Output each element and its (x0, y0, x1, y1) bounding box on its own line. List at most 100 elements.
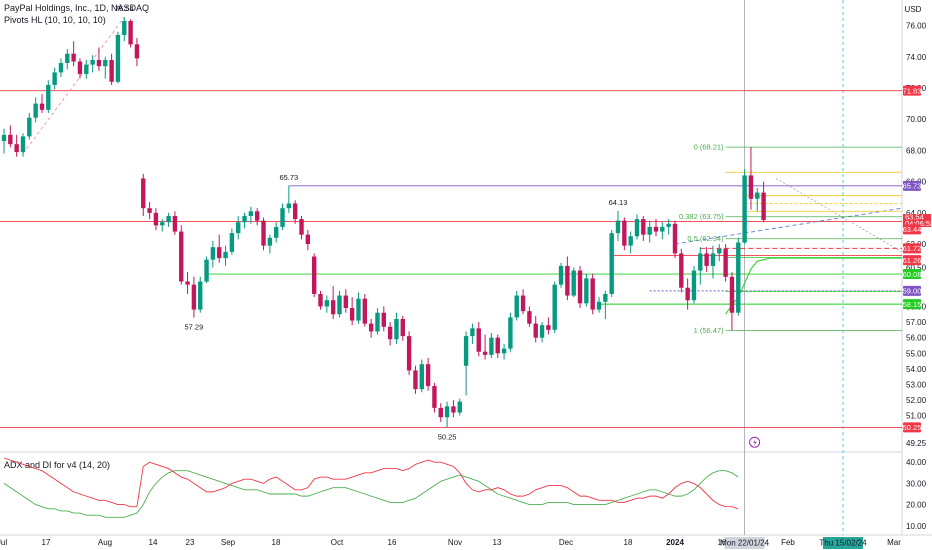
candle-body-92 (584, 278, 589, 304)
time-tick-10: 13 (493, 538, 502, 547)
candle-body-72 (457, 401, 462, 413)
price-tick-16: 51.00 (906, 412, 927, 421)
fib-label-f1: 1 (56.47) (694, 326, 725, 335)
candle-body-108 (685, 287, 690, 301)
candle-body-111 (704, 253, 709, 266)
time-tick-8: 16 (388, 538, 397, 547)
candle-body-7 (46, 84, 51, 110)
time-tick-6: 18 (272, 538, 281, 547)
candle-body-119 (755, 192, 760, 199)
candle-body-64 (406, 336, 412, 371)
candle-body-79 (501, 348, 507, 354)
indicator-tick-1: 30.00 (906, 479, 927, 488)
chart-title: PayPal Holdings, Inc., 1D, NASDAQ (4, 3, 150, 13)
candle-body-101 (641, 219, 646, 235)
candle-body-63 (400, 318, 405, 337)
candle-body-65 (413, 370, 418, 390)
candle-body-107 (679, 253, 684, 288)
candle-body-81 (514, 295, 519, 318)
candle-body-112 (710, 253, 716, 266)
candle-body-110 (698, 253, 703, 271)
tag-6172: 61.72 (903, 244, 922, 253)
candle-body-40 (255, 211, 260, 221)
candle-body-12 (77, 61, 83, 74)
tag-6008: 60.08 (903, 270, 922, 279)
candle-body-47 (299, 219, 304, 235)
tag-5025: 50.25 (903, 423, 922, 432)
pivot-label-p5025: 50.25 (438, 432, 457, 441)
time-tick-14: 16 (718, 538, 727, 547)
candle-body-39 (248, 211, 254, 216)
candle-body-35 (223, 251, 228, 259)
candle-body-44 (280, 208, 285, 227)
tag-7183-bg (903, 85, 921, 96)
candle-body-83 (527, 311, 532, 324)
candle-body-84 (533, 323, 538, 338)
current-price-bg (903, 214, 931, 228)
candle-body-105 (666, 223, 671, 227)
price-tick-4: 68.00 (906, 146, 927, 155)
candle-body-49 (311, 256, 317, 294)
time-tick-9: Nov (448, 538, 462, 547)
candle-body-3 (20, 136, 26, 152)
time-tick-11: Dec (559, 538, 573, 547)
time-tick-4: 23 (186, 538, 195, 547)
price-tick-17: 49.25 (906, 439, 927, 448)
time-tick-13: 2024 (666, 538, 684, 547)
candle-body-10 (65, 53, 70, 64)
tag-6573: 65.73 (903, 182, 922, 191)
currency-label: USD (905, 5, 922, 14)
candle-body-59 (375, 312, 380, 332)
indicator-tick-0: 40.00 (906, 458, 927, 467)
trend-line (674, 207, 903, 245)
study-label: Pivots HL (10, 10, 10, 10) (4, 15, 106, 25)
candle-body-0 (1, 134, 7, 142)
candle-body-33 (210, 247, 216, 260)
time-tick-2: Aug (98, 538, 112, 547)
candle-body-22 (141, 178, 146, 209)
candle-body-90 (571, 270, 576, 296)
candle-body-26 (166, 215, 171, 223)
candle-body-95 (603, 293, 608, 302)
lightning-glyph (753, 439, 757, 446)
candle-body-80 (508, 317, 513, 349)
candle-body-116 (736, 242, 741, 313)
tag-6573-bg (903, 180, 921, 191)
candle-body-67 (425, 364, 431, 387)
time-tick-12: 18 (624, 538, 633, 547)
candle-body-68 (432, 386, 437, 408)
candle-body-58 (368, 323, 374, 332)
price-tick-12: 55.00 (906, 349, 927, 358)
candle-body-28 (179, 231, 184, 282)
indicator-tick-2: 20.00 (906, 501, 927, 510)
candle-body-98 (622, 220, 627, 246)
candle-body-103 (653, 226, 659, 232)
price-tick-15: 52.00 (906, 396, 927, 405)
candle-body-118 (748, 175, 754, 199)
candle-body-20 (128, 20, 133, 45)
candle-body-70 (444, 406, 450, 418)
candle-body-94 (596, 301, 602, 310)
tag-6344: 63.44 (903, 225, 922, 234)
candle-body-76 (482, 351, 488, 355)
countdown: 04:06:53 (905, 219, 932, 228)
candle-body-85 (539, 325, 545, 338)
marker-label-bg (823, 537, 863, 549)
candle-body-32 (204, 259, 209, 282)
candle-body-75 (476, 328, 481, 352)
candle-body-55 (349, 308, 355, 321)
candle-body-31 (198, 281, 203, 310)
candle-body-48 (305, 234, 311, 245)
candle-body-109 (691, 270, 697, 301)
diagonal-line (776, 178, 903, 253)
candle-body-8 (52, 72, 57, 85)
candle-body-60 (381, 312, 386, 327)
candle-body-42 (267, 237, 273, 246)
time-tick-16: Mar (887, 538, 901, 547)
price-tick-8: 60.50 (906, 263, 927, 272)
price-tick-0: 76.00 (906, 22, 927, 31)
candle-body-43 (273, 226, 279, 238)
candle-body-1 (8, 134, 13, 145)
tag-5815-bg (903, 299, 921, 310)
